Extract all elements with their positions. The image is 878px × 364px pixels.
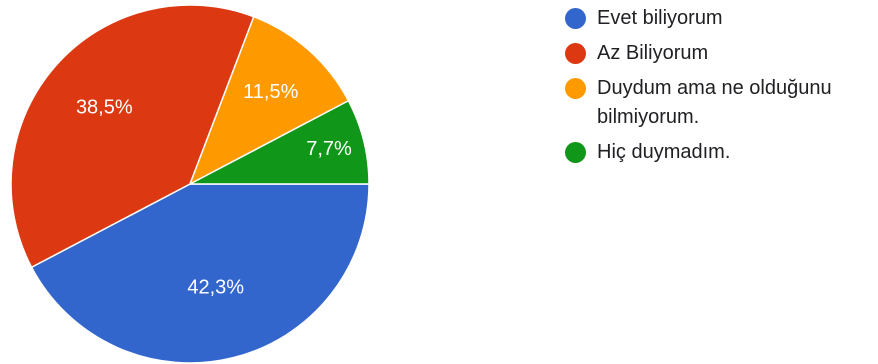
legend-label-duydum: Duydum ama ne olduğunu bilmiyorum. xyxy=(597,77,832,128)
legend-item-duydum[interactable]: Duydum ama ne olduğunu bilmiyorum. xyxy=(565,74,878,132)
pie-slice-hic-duymadim[interactable] xyxy=(189,99,370,185)
legend-label-evet-biliyorum: Evet biliyorum xyxy=(597,7,723,29)
pie-slice-duydum[interactable] xyxy=(188,15,350,186)
pie-slices xyxy=(10,4,370,364)
slice-label-hic-duymadim: 7,7% xyxy=(306,138,352,160)
slice-label-evet-biliyorum: 42,3% xyxy=(187,277,244,299)
legend-label-hic-duymadim: Hiç duymadım. xyxy=(597,141,731,163)
legend-item-az-biliyorum[interactable]: Az Biliyorum xyxy=(565,39,878,68)
pie-chart: 42,3% 38,5% 11,5% 7,7% xyxy=(10,4,370,364)
legend-item-hic-duymadim[interactable]: Hiç duymadım. xyxy=(565,138,878,167)
legend-swatch-az-biliyorum xyxy=(565,43,586,64)
legend-swatch-hic-duymadim xyxy=(565,142,586,163)
pie-labels: 42,3% 38,5% 11,5% 7,7% xyxy=(76,81,352,298)
pie-slice-evet-biliyorum[interactable] xyxy=(30,183,370,364)
legend-swatch-evet-biliyorum xyxy=(565,8,586,29)
slice-label-duydum: 11,5% xyxy=(243,81,298,103)
legend-label-az-biliyorum: Az Biliyorum xyxy=(597,42,709,64)
legend: Evet biliyorum Az Biliyorum Duydum ama n… xyxy=(565,4,878,173)
legend-swatch-duydum xyxy=(565,78,586,99)
slice-label-az-biliyorum: 38,5% xyxy=(76,96,133,118)
pie-slice-az-biliyorum[interactable] xyxy=(10,4,255,269)
legend-item-evet-biliyorum[interactable]: Evet biliyorum xyxy=(565,4,878,33)
